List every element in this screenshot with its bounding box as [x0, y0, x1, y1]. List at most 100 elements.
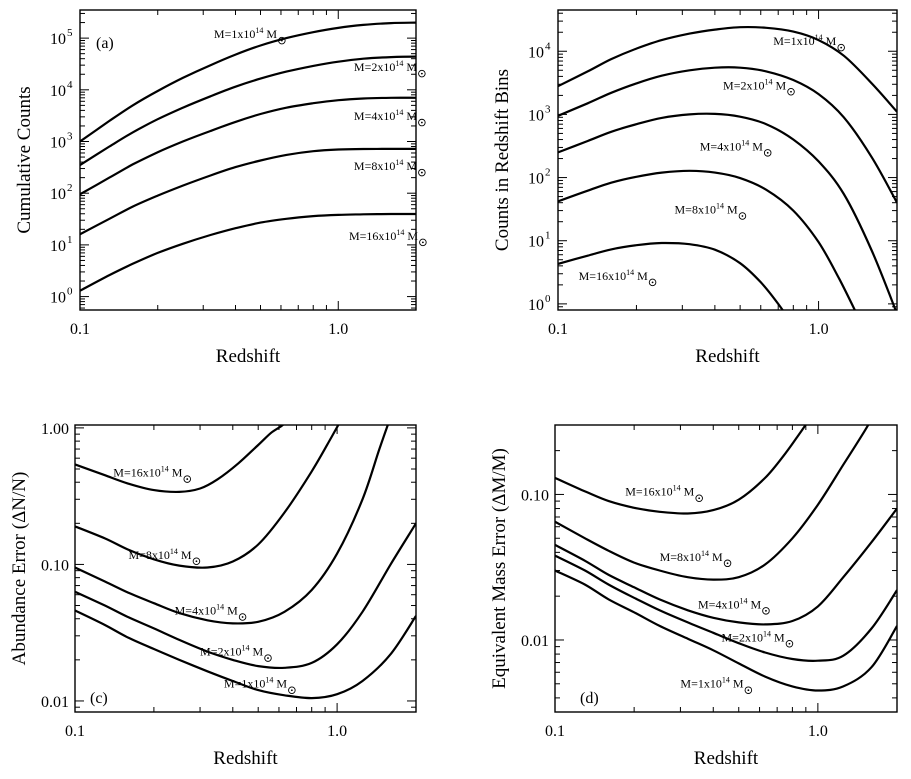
sun-symbol-icon — [288, 686, 296, 694]
sun-symbol-icon — [695, 494, 703, 502]
y-axis-label: Cumulative Counts — [14, 86, 35, 233]
sun-symbol-icon — [763, 149, 772, 157]
sun-symbol-dot — [747, 689, 750, 692]
series-label-2: M=2x1014 M — [723, 77, 786, 92]
sun-symbol-dot — [651, 281, 654, 284]
series-line-4 — [555, 554, 897, 662]
series-label-2: M=8x1014 M — [660, 549, 723, 564]
x-tick-label: 0.1 — [548, 321, 568, 338]
series-label-1: M=16x1014 M — [113, 465, 182, 480]
sun-symbol-dot — [788, 642, 791, 645]
y-tick-label: 0.10 — [521, 487, 549, 504]
sun-symbol-dot — [766, 151, 769, 154]
sun-symbol-dot — [241, 616, 244, 618]
sun-symbol-icon — [418, 69, 426, 78]
y-axis-label: Counts in Redshift Bins — [492, 69, 513, 251]
y-tick-label: 10 — [50, 290, 66, 307]
y-tick-label: 0.01 — [41, 694, 69, 711]
y-tick-label: 10 — [528, 234, 544, 251]
series-label-3: M=4x1014 M — [354, 108, 417, 123]
y-tick-exponent: 0 — [545, 293, 551, 305]
series-label-4: M=8x1014 M — [675, 201, 738, 216]
series-label-4: M=2x1014 M — [200, 644, 263, 659]
sun-symbol-icon — [762, 607, 770, 615]
sun-symbol-dot — [420, 171, 423, 174]
panel-c: 0.1 1.0 0.01 0.10 1.00 Redshift Abundance Erro… — [9, 421, 417, 769]
series-line-2 — [75, 425, 340, 569]
sun-symbol-dot — [420, 121, 423, 124]
series-line-3 — [555, 507, 897, 626]
series-line-4 — [80, 147, 416, 236]
x-tick-label: 1.0 — [327, 723, 347, 740]
series-line-4 — [75, 522, 416, 670]
y-tick-exponent: 2 — [67, 182, 73, 194]
series-line-5 — [558, 241, 784, 310]
y-tick-exponent: 4 — [545, 40, 551, 52]
series-label-5: M=1x1014 M — [224, 676, 287, 691]
series-label-3: M=4x1014 M — [698, 596, 761, 611]
series-line-3 — [80, 96, 416, 196]
series-label-3: M=4x1014 M — [700, 138, 763, 153]
x-tick-label: 0.1 — [70, 321, 90, 338]
series-line-1 — [80, 21, 416, 143]
x-axis-label: Redshift — [213, 748, 278, 769]
series-line-5 — [555, 569, 897, 692]
sun-symbol-dot — [765, 609, 767, 612]
y-tick-exponent: 3 — [67, 131, 73, 143]
panel-tag: (a) — [96, 35, 114, 52]
series-label-3: M=4x1014 M — [175, 602, 238, 617]
sun-symbol-icon — [418, 168, 426, 177]
x-axis-label: Redshift — [694, 748, 759, 769]
series-label-5: M=1x1014 M — [680, 676, 743, 691]
series-line-5 — [80, 212, 416, 292]
sun-symbol-dot — [290, 689, 293, 692]
series-line-4 — [558, 169, 857, 310]
sun-symbol-dot — [267, 657, 269, 659]
sun-symbol-icon — [837, 43, 845, 52]
x-tick-label: 0.1 — [65, 723, 85, 740]
plot-frame — [79, 9, 417, 311]
plot-frame — [554, 424, 898, 713]
y-tick-label: 1.00 — [41, 421, 69, 438]
y-tick-exponent: 4 — [67, 79, 73, 91]
series-label-2: M=2x1014 M — [354, 59, 417, 74]
sun-symbol-icon — [723, 559, 732, 568]
y-tick-label: 10 — [50, 238, 66, 255]
series-line-2 — [558, 66, 897, 204]
series-label-4: M=8x1014 M — [354, 158, 417, 173]
sun-symbol-icon — [192, 557, 201, 566]
sun-symbol-icon — [264, 654, 272, 662]
y-tick-exponent: 3 — [545, 103, 551, 115]
x-axis-label: Redshift — [695, 346, 760, 367]
series-line-3 — [558, 112, 897, 310]
sun-symbol-dot — [741, 215, 744, 217]
y-tick-label: 10 — [50, 31, 66, 48]
sun-symbol-dot — [186, 478, 189, 480]
x-tick-label: 1.0 — [809, 321, 829, 338]
series-line-2 — [80, 55, 416, 167]
series-label-1: M=1x1014 M — [214, 26, 277, 41]
sun-symbol-icon — [418, 118, 426, 127]
y-tick-exponent: 1 — [67, 234, 73, 246]
sun-symbol-icon — [738, 212, 747, 220]
y-tick-label: 0.01 — [521, 633, 549, 650]
y-tick-label: 10 — [50, 83, 66, 100]
y-tick-label: 0.10 — [41, 557, 69, 574]
panel-tag: (c) — [90, 690, 108, 707]
y-axis-label: Equivalent Mass Error (ΔM/M) — [489, 448, 510, 689]
series-label-4: M=2x1014 M — [722, 629, 785, 644]
sun-symbol-icon — [419, 238, 427, 247]
series-line-5 — [75, 609, 416, 700]
y-tick-exponent: 2 — [545, 167, 551, 179]
y-tick-label: 10 — [50, 135, 66, 152]
sun-symbol-dot — [420, 72, 423, 75]
sun-symbol-dot — [280, 39, 283, 42]
sun-symbol-icon — [238, 613, 247, 621]
y-tick-exponent: 1 — [545, 230, 551, 242]
sun-symbol-dot — [790, 90, 792, 93]
sun-symbol-icon — [278, 36, 286, 45]
y-axis-label: Abundance Error (ΔN/N) — [9, 472, 30, 666]
